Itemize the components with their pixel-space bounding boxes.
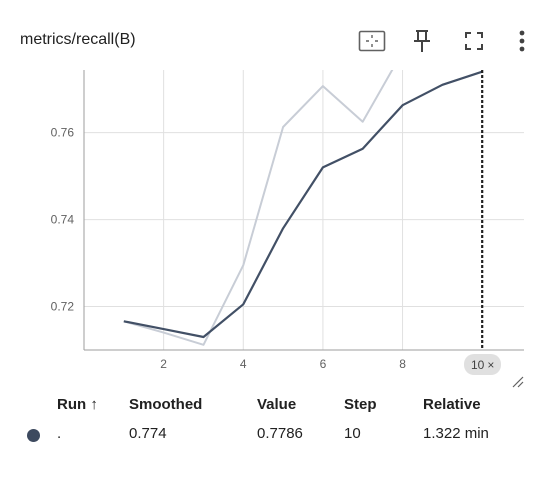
line-chart[interactable]: 2 4 6 8 0.72 0.74 0.76 xyxy=(0,0,547,392)
column-header-run[interactable]: Run ↑ xyxy=(57,396,98,413)
card-title: metrics/recall(B) xyxy=(20,31,136,48)
more-vert-icon xyxy=(519,30,525,52)
smoothed-value: 0.774 xyxy=(129,425,167,442)
column-header-step[interactable]: Step xyxy=(344,396,377,413)
column-header-smoothed[interactable]: Smoothed xyxy=(129,396,203,413)
fullscreen-icon xyxy=(465,32,483,50)
raw-series-line xyxy=(123,70,394,346)
resize-handle-icon[interactable] xyxy=(512,376,524,388)
x-tick-label: 2 xyxy=(160,357,167,371)
column-header-value[interactable]: Value xyxy=(257,396,297,413)
column-header-relative[interactable]: Relative xyxy=(423,396,481,413)
more-options-button[interactable] xyxy=(507,26,537,56)
pin-icon xyxy=(414,30,430,52)
y-tick-label: 0.72 xyxy=(51,300,75,314)
x-tick-label: 4 xyxy=(240,357,247,371)
chart-series xyxy=(123,70,483,346)
fit-domain-icon xyxy=(358,30,386,52)
pin-button[interactable] xyxy=(407,26,437,56)
step-cursor-badge[interactable]: 10 × xyxy=(464,354,502,375)
y-tick-label: 0.76 xyxy=(51,126,75,140)
relative-time: 1.322 min xyxy=(423,425,489,442)
run-name: . xyxy=(57,425,62,442)
chart-grid xyxy=(84,70,524,350)
fit-domain-button[interactable] xyxy=(357,26,387,56)
y-tick-label: 0.74 xyxy=(51,213,75,227)
smoothed-series-line xyxy=(123,70,483,339)
chart-axes xyxy=(83,70,524,351)
x-tick-label: 6 xyxy=(320,357,327,371)
fullscreen-button[interactable] xyxy=(459,26,489,56)
run-color-swatch xyxy=(27,429,40,442)
step-cursor-label: 10 xyxy=(471,357,485,372)
step-value: 10 xyxy=(344,425,361,442)
raw-value: 0.7786 xyxy=(257,425,303,442)
x-tick-label: 8 xyxy=(399,357,406,371)
close-icon[interactable]: × xyxy=(487,357,495,372)
chart-tick-labels: 2 4 6 8 0.72 0.74 0.76 xyxy=(51,126,407,371)
